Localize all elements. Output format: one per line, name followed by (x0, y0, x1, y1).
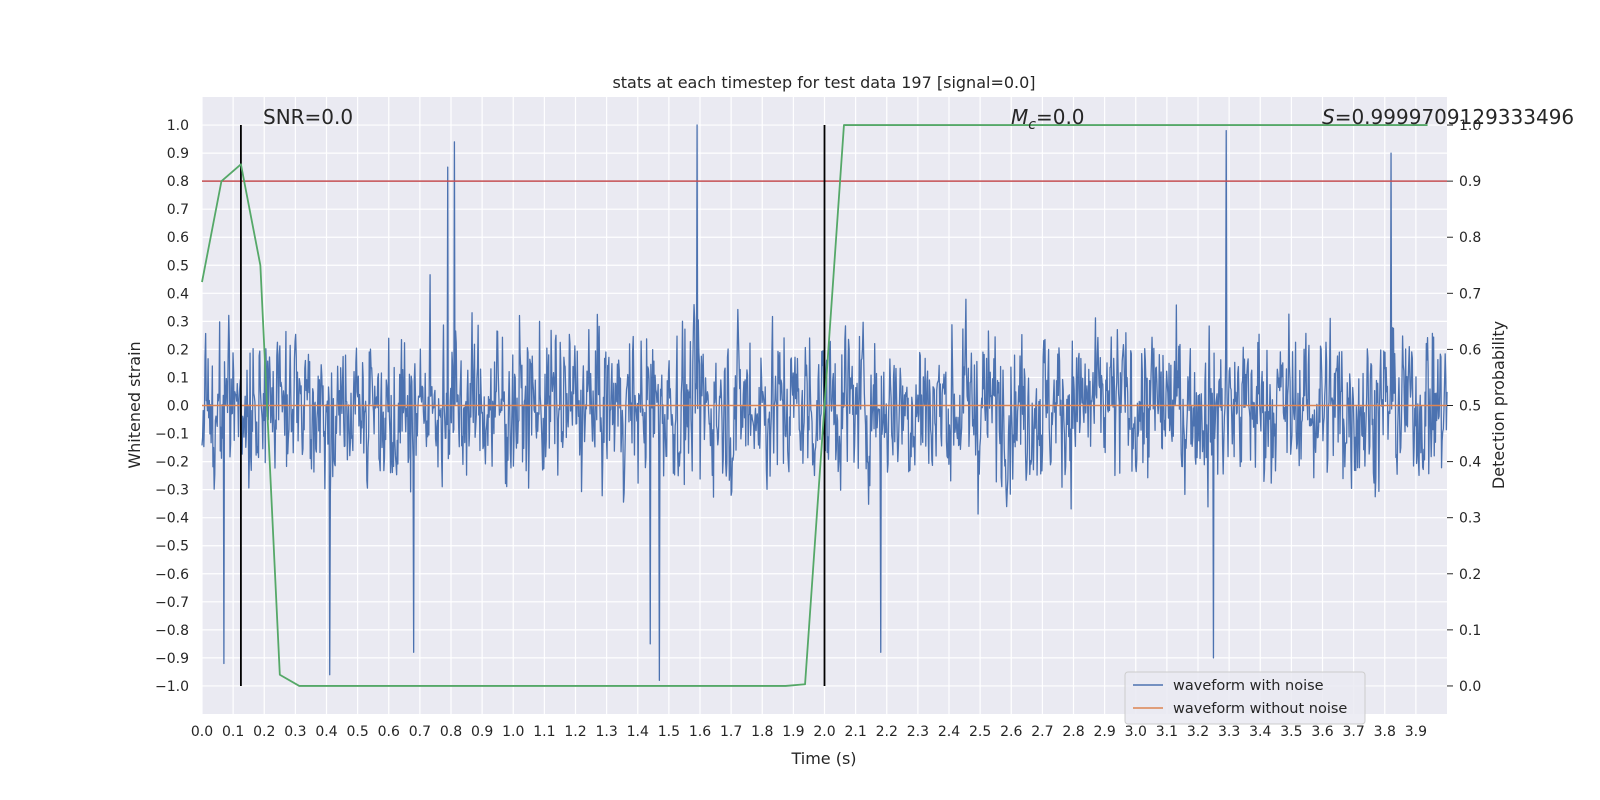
y-tick-label-left: 0.3 (167, 314, 189, 330)
y-axis-label-right: Detection probability (1489, 321, 1508, 489)
y-tick-label-left: −0.5 (155, 539, 189, 555)
y-tick-label-left: −0.2 (155, 455, 189, 471)
x-tick-label: 2.4 (938, 724, 960, 740)
legend-label-clean: waveform without noise (1173, 701, 1347, 717)
x-tick-label: 3.9 (1405, 724, 1427, 740)
y-tick-label-right: 0.1 (1459, 623, 1481, 639)
annotation-s-value: =0.9999709129333496 (1335, 105, 1574, 129)
y-tick-label-left: −0.9 (155, 651, 189, 667)
x-tick-label: 0.5 (346, 724, 368, 740)
y-tick-label-right: 0.8 (1459, 230, 1481, 246)
y-ticks-left: 1.0 0.9 0.8 0.7 0.6 0.5 0.4 0.3 0.2 0.1 0.0 −0.1 −0.… (155, 118, 189, 695)
x-tick-label: 1.1 (533, 724, 555, 740)
x-tick-label: 3.6 (1311, 724, 1333, 740)
y-tick-label-right: 0.6 (1459, 342, 1481, 358)
y-tick-label-right: 0.7 (1459, 286, 1481, 302)
y-axis-label-left: Whitened strain (125, 341, 144, 468)
y-tick-label-left: −0.6 (155, 567, 189, 583)
x-tick-label: 0.0 (191, 724, 213, 740)
x-tick-label: 2.7 (1031, 724, 1053, 740)
legend-box (1124, 671, 1366, 725)
x-tick-label: 2.0 (813, 724, 835, 740)
x-tick-label: 3.3 (1218, 724, 1240, 740)
x-axis-label: Time (s) (790, 749, 856, 768)
x-tick-label: 1.4 (627, 724, 649, 740)
x-tick-label: 0.4 (315, 724, 337, 740)
y-tick-label-left: 1.0 (167, 118, 189, 134)
annotation-s-symbol: S (1322, 105, 1335, 129)
y-tick-label-right: 0.2 (1459, 567, 1481, 583)
series-detection-probability (201, 124, 1428, 687)
y-tick-label-left: −0.8 (155, 623, 189, 639)
x-tick-label: 0.2 (253, 724, 275, 740)
chart-title: stats at each timestep for test data 197… (612, 73, 1035, 92)
legend: waveform with noise waveform without noi… (1124, 671, 1366, 725)
y-tick-label-left: 0.8 (167, 174, 189, 190)
y-tick-label-left: 0.7 (167, 202, 189, 218)
x-tick-label: 3.8 (1374, 724, 1396, 740)
y-tick-label-left: −0.7 (155, 595, 189, 611)
annotation-mc-subscript: c (1028, 117, 1036, 133)
y-tick-label-left: 0.4 (167, 286, 189, 302)
x-ticks: 0.0 0.1 0.2 0.3 0.4 0.5 0.6 0.7 0.8 0.9 1.0 1.1 1.2 1… (191, 724, 1427, 740)
x-tick-label: 0.6 (378, 724, 400, 740)
y-tick-label-left: 0.6 (167, 230, 189, 246)
y-tick-label-left: 0.9 (167, 146, 189, 162)
annotation-s: S=0.9999709129333496 (1322, 105, 1574, 129)
x-tick-label: 2.1 (844, 724, 866, 740)
x-tick-label: 3.4 (1249, 724, 1271, 740)
x-tick-label: 2.9 (1093, 724, 1115, 740)
y-tick-label-left: −0.1 (155, 427, 189, 443)
x-tick-label: 3.2 (1187, 724, 1209, 740)
x-tick-label: 2.6 (1000, 724, 1022, 740)
x-tick-label: 3.1 (1156, 724, 1178, 740)
annotation-snr: SNR=0.0 (263, 105, 353, 129)
x-tick-label: 2.8 (1062, 724, 1084, 740)
y-tick-label-left: −1.0 (155, 679, 189, 695)
y-tick-label-left: 0.5 (167, 258, 189, 274)
y-tick-label-right: 0.5 (1459, 399, 1481, 415)
x-tick-label: 3.5 (1280, 724, 1302, 740)
y-tick-label-right: 0.4 (1459, 455, 1481, 471)
x-tick-label: 0.3 (284, 724, 306, 740)
x-tick-label: 1.3 (595, 724, 617, 740)
probability-line (201, 124, 1428, 687)
x-tick-label: 1.0 (502, 724, 524, 740)
y-tick-label-left: −0.4 (155, 511, 189, 527)
annotation-mc-symbol: M (1011, 105, 1028, 129)
x-tick-label: 1.8 (751, 724, 773, 740)
y-tick-label-left: 0.1 (167, 370, 189, 386)
y-tick-label-left: −0.3 (155, 483, 189, 499)
y-ticks-right: 1.0 0.9 0.8 0.7 0.6 0.5 0.4 0.3 0.2 0.1 0.0 (1447, 118, 1481, 695)
x-tick-label: 3.7 (1342, 724, 1364, 740)
x-tick-label: 2.3 (907, 724, 929, 740)
x-tick-label: 2.2 (876, 724, 898, 740)
x-tick-label: 1.6 (689, 724, 711, 740)
x-tick-label: 1.9 (782, 724, 804, 740)
y-tick-label-left: 0.2 (167, 342, 189, 358)
x-tick-label: 0.8 (440, 724, 462, 740)
x-tick-label: 1.2 (564, 724, 586, 740)
x-tick-label: 3.0 (1125, 724, 1147, 740)
annotation-mc-value: =0.0 (1036, 105, 1085, 129)
x-tick-label: 1.5 (658, 724, 680, 740)
y-tick-label-right: 0.9 (1459, 174, 1481, 190)
y-tick-label-right: 0.3 (1459, 511, 1481, 527)
x-tick-label: 0.7 (409, 724, 431, 740)
annotation-mc: Mc=0.0 (1011, 105, 1085, 133)
legend-label-noise: waveform with noise (1173, 678, 1324, 694)
y-tick-label-right: 1.0 (1459, 118, 1481, 134)
x-tick-label: 1.7 (720, 724, 742, 740)
y-tick-label-right: 0.0 (1459, 679, 1481, 695)
x-tick-label: 0.9 (471, 724, 493, 740)
y-tick-label-left: 0.0 (167, 399, 189, 415)
x-tick-label: 2.5 (969, 724, 991, 740)
x-tick-label: 0.1 (222, 724, 244, 740)
